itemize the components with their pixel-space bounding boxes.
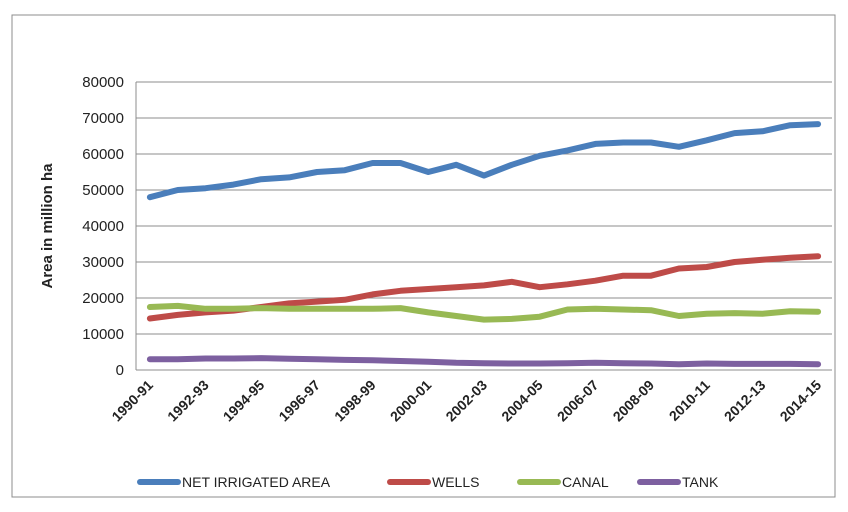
y-tick-label: 50000 bbox=[82, 182, 124, 199]
series-lines bbox=[146, 121, 822, 368]
y-tick-label: 70000 bbox=[82, 110, 124, 127]
gridlines bbox=[136, 81, 832, 335]
axes bbox=[135, 82, 832, 371]
legend-label: TANK bbox=[682, 474, 719, 490]
y-tick-label: 30000 bbox=[82, 254, 124, 271]
legend-label: WELLS bbox=[432, 474, 479, 490]
legend: NET IRRIGATED AREA WELLS CANAL TANK bbox=[137, 474, 719, 490]
y-tick-label: 10000 bbox=[82, 326, 124, 343]
legend-label: NET IRRIGATED AREA bbox=[182, 474, 331, 490]
y-tick-labels: 0 10000 20000 30000 40000 50000 60000 70000 8000… bbox=[82, 74, 124, 379]
y-tick-label: 40000 bbox=[82, 218, 124, 235]
y-axis-title: Area in million ha bbox=[39, 163, 56, 289]
y-tick-label: 60000 bbox=[82, 146, 124, 163]
chart-border bbox=[11, 14, 836, 498]
series-line-tank bbox=[146, 355, 822, 368]
y-tick-label: 80000 bbox=[82, 74, 124, 91]
legend-label: CANAL bbox=[562, 474, 609, 490]
y-tick-label: 20000 bbox=[82, 290, 124, 307]
y-tick-label: 0 bbox=[116, 362, 124, 379]
series-line-net-irrigated-area bbox=[146, 121, 822, 201]
series-line-canal bbox=[146, 302, 822, 323]
